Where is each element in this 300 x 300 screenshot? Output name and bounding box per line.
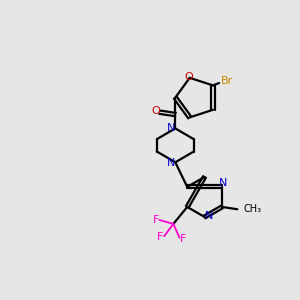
Text: N: N xyxy=(219,178,228,188)
Text: F: F xyxy=(152,215,159,225)
Text: Br: Br xyxy=(221,76,233,86)
Text: N: N xyxy=(205,211,213,221)
Text: CH₃: CH₃ xyxy=(244,204,262,214)
Text: N: N xyxy=(167,158,175,168)
Text: O: O xyxy=(184,72,193,82)
Text: O: O xyxy=(152,106,161,116)
Text: F: F xyxy=(180,234,187,244)
Text: F: F xyxy=(157,232,164,242)
Text: N: N xyxy=(167,123,175,133)
